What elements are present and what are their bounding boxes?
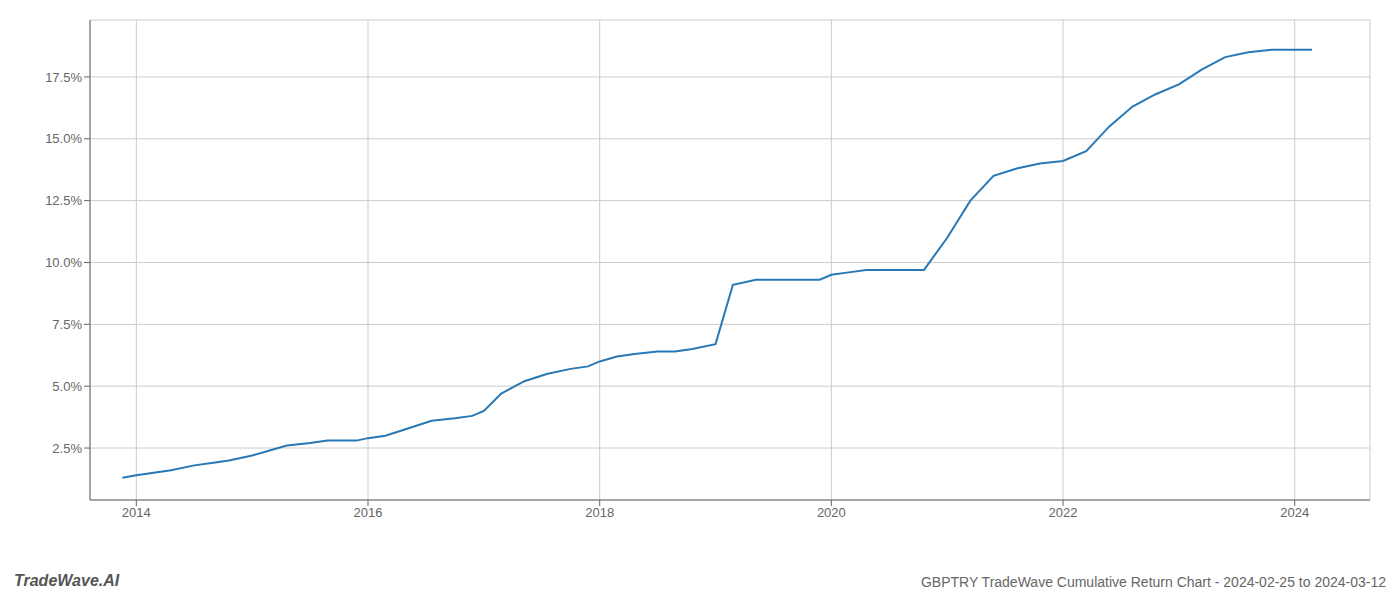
svg-text:2022: 2022 bbox=[1049, 505, 1078, 520]
svg-text:12.5%: 12.5% bbox=[45, 193, 82, 208]
svg-text:2016: 2016 bbox=[354, 505, 383, 520]
svg-text:2.5%: 2.5% bbox=[52, 441, 82, 456]
svg-text:2018: 2018 bbox=[585, 505, 614, 520]
svg-text:17.5%: 17.5% bbox=[45, 70, 82, 85]
svg-text:2020: 2020 bbox=[817, 505, 846, 520]
svg-text:10.0%: 10.0% bbox=[45, 255, 82, 270]
svg-text:2014: 2014 bbox=[122, 505, 151, 520]
svg-text:7.5%: 7.5% bbox=[52, 317, 82, 332]
html-text:TradeWave.AI: TradeWave.AI bbox=[14, 572, 120, 589]
svg-text:15.0%: 15.0% bbox=[45, 131, 82, 146]
svg-text:5.0%: 5.0% bbox=[52, 379, 82, 394]
svg-text:2024: 2024 bbox=[1280, 505, 1309, 520]
html-text:GBPTRY TradeWave Cumulative Re: GBPTRY TradeWave Cumulative Return Chart… bbox=[920, 574, 1386, 590]
